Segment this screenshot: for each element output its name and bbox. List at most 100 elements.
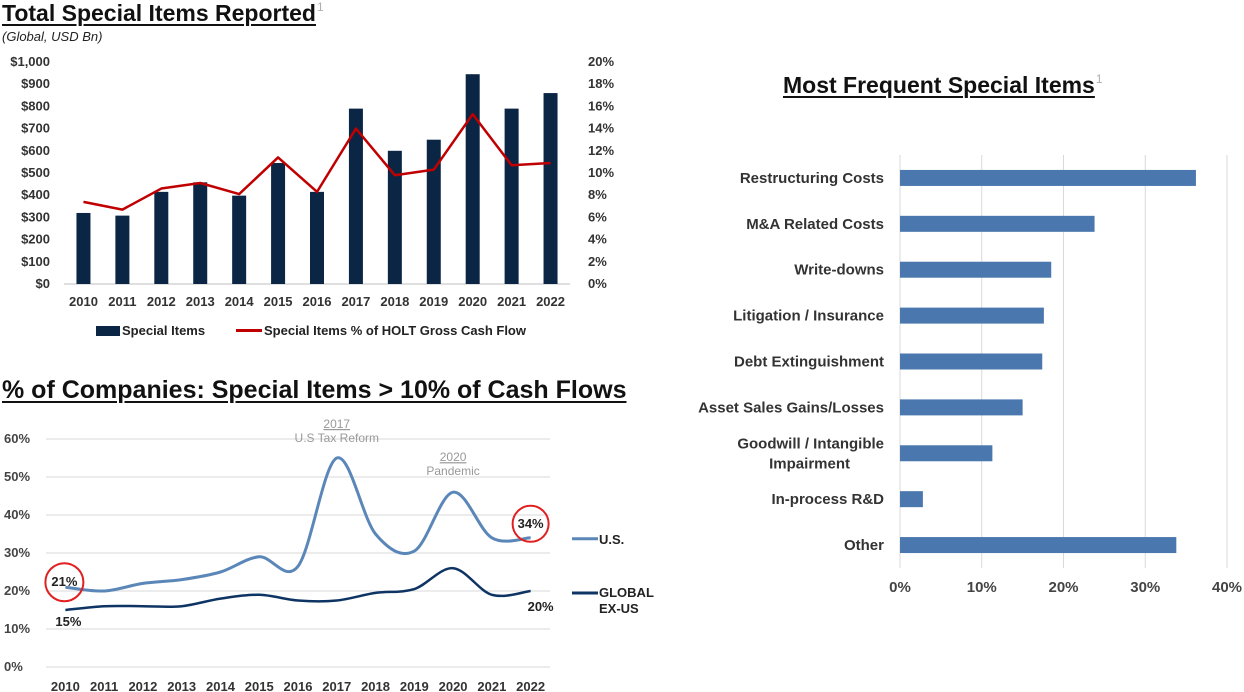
x-tick-label: 2018 xyxy=(361,679,390,692)
x-tick-label: 2018 xyxy=(380,294,409,309)
value-label-us-start: 21% xyxy=(51,574,77,589)
legend-label: Special Items % of HOLT Gross Cash Flow xyxy=(264,323,526,338)
y-tick-label: $900 xyxy=(21,76,50,91)
bar-special-item xyxy=(900,399,1023,416)
category-label: Restructuring Costs xyxy=(740,170,884,187)
x-tick-label: 2019 xyxy=(419,294,448,309)
bar-special-items xyxy=(271,163,286,284)
bar-special-items xyxy=(504,108,519,285)
x-tick-label: 2019 xyxy=(400,679,429,692)
y2-tick-label: 16% xyxy=(588,98,614,113)
y-tick-label: 20% xyxy=(4,583,30,598)
x-tick-label: 2020 xyxy=(458,294,487,309)
series-line-us xyxy=(65,456,531,593)
value-label-global-end: 20% xyxy=(528,599,554,614)
y-tick-label: $1,000 xyxy=(10,54,50,69)
y-tick-label: 60% xyxy=(4,431,30,446)
category-label: Litigation / Insurance xyxy=(733,308,884,325)
right-chart-title: Most Frequent Special Items1 xyxy=(783,72,1103,98)
category-label: Other xyxy=(844,537,884,554)
x-tick-label: 2015 xyxy=(264,294,293,309)
category-label: Goodwill / Intangible xyxy=(737,435,884,452)
x-tick-label: 10% xyxy=(967,579,997,596)
annotation-pandemic: Pandemic xyxy=(426,464,479,478)
legend-label-us: U.S. xyxy=(599,532,624,547)
x-tick-label: 2012 xyxy=(128,679,157,692)
series-line-pct-cash-flow xyxy=(83,112,551,211)
bar-special-items xyxy=(193,182,208,284)
y-tick-label: $800 xyxy=(21,98,50,113)
bar-special-item xyxy=(900,445,993,462)
bar-special-item xyxy=(900,353,1043,370)
legend-swatch-line xyxy=(236,329,262,332)
category-label: Debt Extinguishment xyxy=(734,354,884,371)
bottom-chart: 0% 10% 20% 30% 40% 50% 60% 2010 2011 2012 2013 2014… xyxy=(4,417,654,692)
bar-special-items xyxy=(426,139,441,284)
series-line-global-ex-us xyxy=(65,566,531,612)
x-tick-label: 2014 xyxy=(225,294,255,309)
annotation-tax-reform: U.S Tax Reform xyxy=(295,431,379,445)
y-tick-label: $400 xyxy=(21,187,50,202)
y-tick-label: $200 xyxy=(21,232,50,247)
bar-special-items xyxy=(465,74,480,285)
bar-special-items xyxy=(76,212,91,284)
x-tick-label: 2011 xyxy=(108,294,136,309)
x-tick-label: 2011 xyxy=(90,679,118,692)
y-tick-label: $600 xyxy=(21,143,50,158)
category-label: Asset Sales Gains/Losses xyxy=(698,399,884,416)
x-tick-label: 2012 xyxy=(147,294,176,309)
bottom-chart-title: % of Companies: Special Items > 10% of C… xyxy=(2,376,627,404)
annotation-year-2020: 2020 xyxy=(440,450,467,464)
x-tick-label: 0% xyxy=(889,579,911,596)
y-tick-label: 40% xyxy=(4,507,30,522)
y-tick-label: $500 xyxy=(21,165,50,180)
x-tick-label: 2014 xyxy=(206,679,236,692)
bar-special-item xyxy=(900,307,1044,324)
y2-tick-label: 8% xyxy=(588,187,607,202)
y2-tick-label: 14% xyxy=(588,121,614,136)
y2-tick-label: 12% xyxy=(588,143,614,158)
bar-special-items xyxy=(387,150,402,284)
bar-special-item xyxy=(900,261,1052,278)
top-chart: $0 $100 $200 $300 $400 $500 $600 $700 $800 $900 $1… xyxy=(10,54,614,309)
y-tick-label: 10% xyxy=(4,621,30,636)
y2-tick-label: 10% xyxy=(588,165,614,180)
y2-tick-label: 0% xyxy=(588,276,607,291)
y-tick-label: $700 xyxy=(21,121,50,136)
legend-label: Special Items xyxy=(122,323,206,338)
x-tick-label: 2020 xyxy=(439,679,468,692)
bar-special-items xyxy=(348,108,363,285)
top-legend-line: Special Items % of HOLT Gross Cash Flow xyxy=(236,323,526,338)
footnote-marker: 1 xyxy=(1095,72,1103,86)
y-tick-label: 50% xyxy=(4,469,30,484)
y2-tick-label: 6% xyxy=(588,209,607,224)
top-legend-bar: Special Items xyxy=(96,323,205,338)
annotation-year-2017: 2017 xyxy=(323,417,350,431)
y-tick-label: $100 xyxy=(21,254,50,269)
category-label: M&A Related Costs xyxy=(746,216,884,233)
x-tick-label: 30% xyxy=(1130,579,1160,596)
x-tick-label: 20% xyxy=(1048,579,1078,596)
x-tick-label: 2017 xyxy=(341,294,370,309)
bar-special-items xyxy=(115,215,130,284)
y-tick-label: $300 xyxy=(21,209,50,224)
y2-tick-label: 4% xyxy=(588,232,607,247)
legend-swatch-bar xyxy=(96,325,120,336)
bar-special-item xyxy=(900,215,1095,232)
x-tick-label: 2021 xyxy=(477,679,506,692)
x-tick-label: 2010 xyxy=(51,679,80,692)
category-label-line2: Impairment xyxy=(769,455,850,472)
bar-special-items xyxy=(154,191,169,284)
footnote-marker: 1 xyxy=(316,0,324,14)
top-chart-subtitle: (Global, USD Bn) xyxy=(2,29,103,44)
bar-special-item xyxy=(900,169,1196,186)
bar-special-item xyxy=(900,491,923,508)
top-chart-title: Total Special Items Reported1 xyxy=(2,0,324,26)
highlight-circle-start xyxy=(44,562,85,603)
x-tick-label: 2013 xyxy=(167,679,196,692)
x-tick-label: 2015 xyxy=(245,679,274,692)
x-tick-label: 2017 xyxy=(322,679,351,692)
bar-special-items xyxy=(232,195,247,284)
x-tick-label: 2021 xyxy=(497,294,526,309)
category-label: In-process R&D xyxy=(771,491,884,508)
